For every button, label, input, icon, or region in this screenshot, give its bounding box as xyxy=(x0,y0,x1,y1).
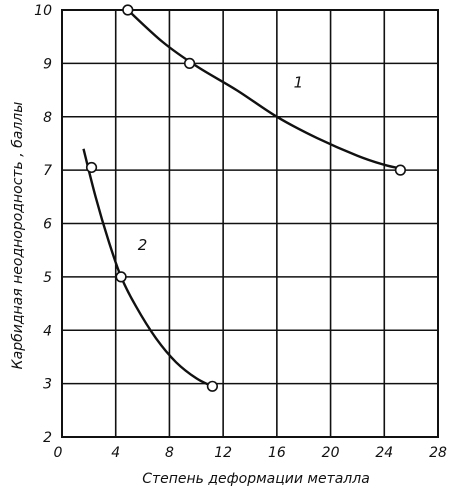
x-axis-label: Степень деформации металла xyxy=(142,471,370,487)
data-point-series-1 xyxy=(394,164,407,176)
x-tick-label: 16 xyxy=(268,445,286,461)
curve-series-1 xyxy=(126,9,404,171)
points xyxy=(85,4,407,392)
series-labels: 12 xyxy=(138,73,303,254)
y-tick-label: 5 xyxy=(43,270,52,286)
series-label-2: 2 xyxy=(138,236,148,254)
data-point-series-2 xyxy=(206,380,218,392)
curves xyxy=(82,9,404,388)
y-tick-label: 7 xyxy=(43,163,52,179)
y-tick-label: 6 xyxy=(43,217,52,233)
y-tick-label: 3 xyxy=(43,377,52,393)
curve-series-2 xyxy=(82,148,213,388)
x-tick-label: 4 xyxy=(111,445,120,461)
data-point-series-2 xyxy=(85,161,98,174)
x-tick-label: 24 xyxy=(375,445,393,461)
data-point-series-1 xyxy=(183,57,196,69)
series-label-1: 1 xyxy=(294,73,304,91)
x-tick-label: 0 xyxy=(54,445,63,461)
plot-frame xyxy=(61,9,439,438)
y-tick-label: 8 xyxy=(43,110,52,126)
y-tick-label: 10 xyxy=(34,3,52,19)
data-point-series-1 xyxy=(122,4,134,16)
y-tick-label: 2 xyxy=(43,430,52,446)
y-tick-label: 4 xyxy=(43,323,52,339)
data-point-series-2 xyxy=(115,271,127,283)
grid xyxy=(61,9,439,438)
x-tick-label: 28 xyxy=(429,445,447,461)
x-tick-label: 8 xyxy=(165,445,174,461)
y-tick-label: 9 xyxy=(43,56,52,72)
y-axis-label: Карбидная неоднородность , баллы xyxy=(10,102,26,370)
x-tick-label: 12 xyxy=(214,445,232,461)
x-tick-label: 20 xyxy=(322,445,340,461)
